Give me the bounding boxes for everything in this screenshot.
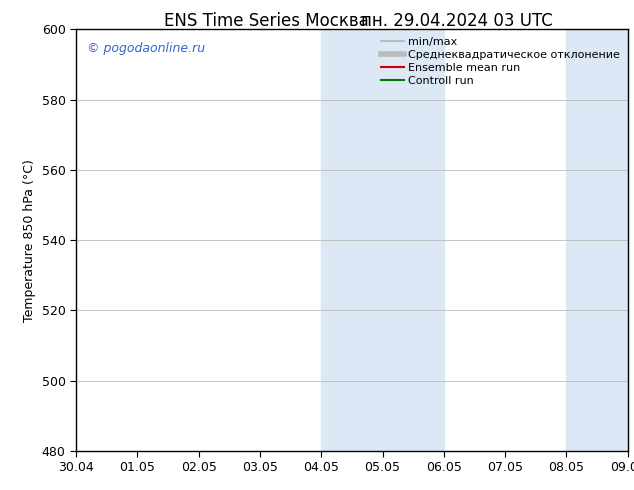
Text: ENS Time Series Москва: ENS Time Series Москва [164, 12, 368, 30]
Text: © pogodaonline.ru: © pogodaonline.ru [87, 42, 205, 55]
Bar [566, 29, 628, 451]
Legend: min/max, Среднеквадратическое отклонение, Ensemble mean run, Controll run: min/max, Среднеквадратическое отклонение… [379, 35, 622, 88]
Text: пн. 29.04.2024 03 UTC: пн. 29.04.2024 03 UTC [361, 12, 552, 30]
Bar [321, 29, 444, 451]
Y-axis label: Temperature 850 hPa (°C): Temperature 850 hPa (°C) [23, 159, 36, 321]
